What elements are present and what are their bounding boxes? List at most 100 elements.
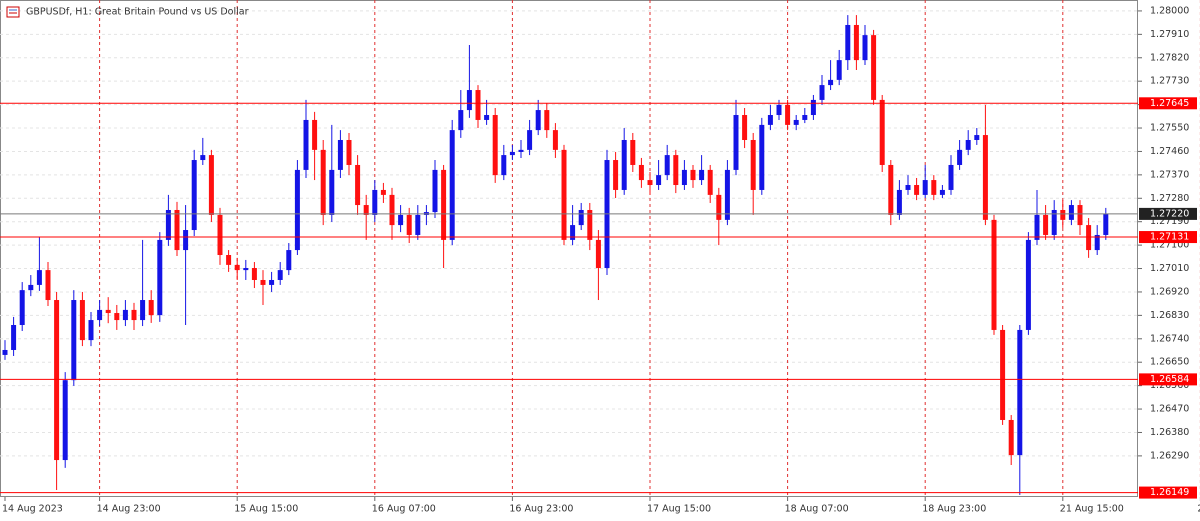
candle-body bbox=[432, 169, 438, 213]
candle-body bbox=[234, 264, 240, 271]
candle-body bbox=[406, 214, 412, 235]
candle-body bbox=[578, 209, 584, 226]
candle-body bbox=[54, 300, 60, 461]
candle-body bbox=[974, 135, 980, 140]
y-tick-label: 1.27190 bbox=[1150, 216, 1189, 227]
candle-body bbox=[277, 270, 283, 280]
y-tick-label: 1.27910 bbox=[1150, 29, 1189, 40]
candle-body bbox=[836, 60, 842, 80]
candle-body bbox=[294, 169, 300, 251]
x-tick-label: 16 Aug 07:00 bbox=[372, 504, 436, 515]
candle-body bbox=[673, 155, 679, 186]
candle-body bbox=[36, 270, 42, 285]
candle-body bbox=[922, 180, 928, 195]
symbol-icon bbox=[6, 6, 20, 18]
y-tick-label: 1.26290 bbox=[1150, 450, 1189, 461]
candle-body bbox=[174, 209, 180, 251]
candle-body bbox=[879, 99, 885, 165]
candle-body bbox=[122, 309, 128, 321]
x-tick-label: 18 Aug 07:00 bbox=[785, 504, 849, 515]
candle-body bbox=[570, 225, 576, 240]
candle-body bbox=[1086, 225, 1092, 251]
y-tick-label: 1.27730 bbox=[1150, 76, 1189, 87]
level-label: 1.26584 bbox=[1150, 374, 1189, 385]
x-tick-label: 14 Aug 23:00 bbox=[97, 504, 161, 515]
candle-body bbox=[776, 104, 782, 116]
candle-body bbox=[767, 115, 773, 125]
candle-body bbox=[647, 180, 653, 186]
candle-body bbox=[991, 219, 997, 330]
candle-body bbox=[501, 155, 507, 176]
candle-body bbox=[587, 209, 593, 240]
candle-body bbox=[785, 104, 791, 125]
candle-body bbox=[724, 169, 730, 220]
candle-body bbox=[1094, 234, 1100, 251]
candle-body bbox=[828, 79, 834, 86]
candle-body bbox=[389, 194, 395, 226]
candle-body bbox=[208, 155, 214, 215]
candle-body bbox=[303, 119, 309, 170]
y-tick-label: 1.27370 bbox=[1150, 169, 1189, 180]
x-tick-label: 17 Aug 15:00 bbox=[647, 504, 711, 515]
candle-body bbox=[148, 300, 154, 316]
candle-body bbox=[62, 380, 68, 461]
candle-body bbox=[28, 284, 34, 291]
candle-body bbox=[79, 300, 85, 341]
candle-body bbox=[337, 139, 343, 170]
candle-body bbox=[819, 85, 825, 100]
candle-body bbox=[88, 320, 94, 341]
candle-body bbox=[845, 24, 851, 61]
candle-body bbox=[621, 139, 627, 190]
candle-body bbox=[1043, 214, 1049, 235]
candle-body bbox=[1034, 214, 1040, 240]
y-tick-label: 1.26830 bbox=[1150, 310, 1189, 321]
candle-body bbox=[535, 110, 541, 131]
candle-body bbox=[939, 189, 945, 195]
candle-body bbox=[810, 99, 816, 116]
x-tick-label: 14 Aug 2023 bbox=[2, 504, 63, 515]
candle-body bbox=[131, 309, 137, 321]
candle-body bbox=[681, 169, 687, 186]
candle-body bbox=[716, 194, 722, 220]
candle-body bbox=[871, 35, 877, 100]
candle-body bbox=[355, 164, 361, 206]
candle-body bbox=[398, 214, 404, 226]
y-tick-label: 1.26380 bbox=[1150, 427, 1189, 438]
candle-body bbox=[948, 164, 954, 190]
candle-body bbox=[1008, 419, 1014, 456]
candle-body bbox=[742, 115, 748, 140]
level-label: 1.27131 bbox=[1150, 232, 1189, 243]
y-tick-label: 1.27100 bbox=[1150, 240, 1189, 251]
candle-body bbox=[509, 151, 515, 156]
y-tick-label: 1.27280 bbox=[1150, 193, 1189, 204]
grid-layer bbox=[0, 0, 1200, 497]
candle-body bbox=[312, 119, 318, 150]
y-tick-label: 1.26650 bbox=[1150, 357, 1189, 368]
candle-body bbox=[888, 164, 894, 215]
candle-body bbox=[1025, 239, 1031, 330]
y-tick-label: 1.26920 bbox=[1150, 286, 1189, 297]
candle-body bbox=[140, 300, 146, 321]
candle-body bbox=[320, 149, 326, 215]
x-tick-label: 18 Aug 23:00 bbox=[922, 504, 986, 515]
icon-frame bbox=[6, 6, 20, 18]
candle-body bbox=[802, 115, 808, 120]
candle-body bbox=[183, 230, 189, 251]
y-tick-label: 1.26470 bbox=[1150, 404, 1189, 415]
candle-body bbox=[759, 124, 765, 190]
candle-body bbox=[458, 110, 464, 131]
y-tick-label: 1.27460 bbox=[1150, 146, 1189, 157]
candle-body bbox=[286, 250, 292, 271]
candle-body bbox=[251, 268, 257, 280]
candle-body bbox=[114, 313, 120, 321]
y-tick-label: 1.27820 bbox=[1150, 52, 1189, 63]
candle-body bbox=[613, 160, 619, 190]
candle-body bbox=[217, 214, 223, 256]
candle-body bbox=[97, 309, 103, 321]
axes-layer: 1.280001.279101.278201.277301.276401.275… bbox=[2, 5, 1200, 515]
level-label-box bbox=[1139, 231, 1197, 244]
candle-body bbox=[372, 189, 378, 215]
candle-body bbox=[931, 180, 937, 195]
candle-body bbox=[561, 149, 567, 240]
